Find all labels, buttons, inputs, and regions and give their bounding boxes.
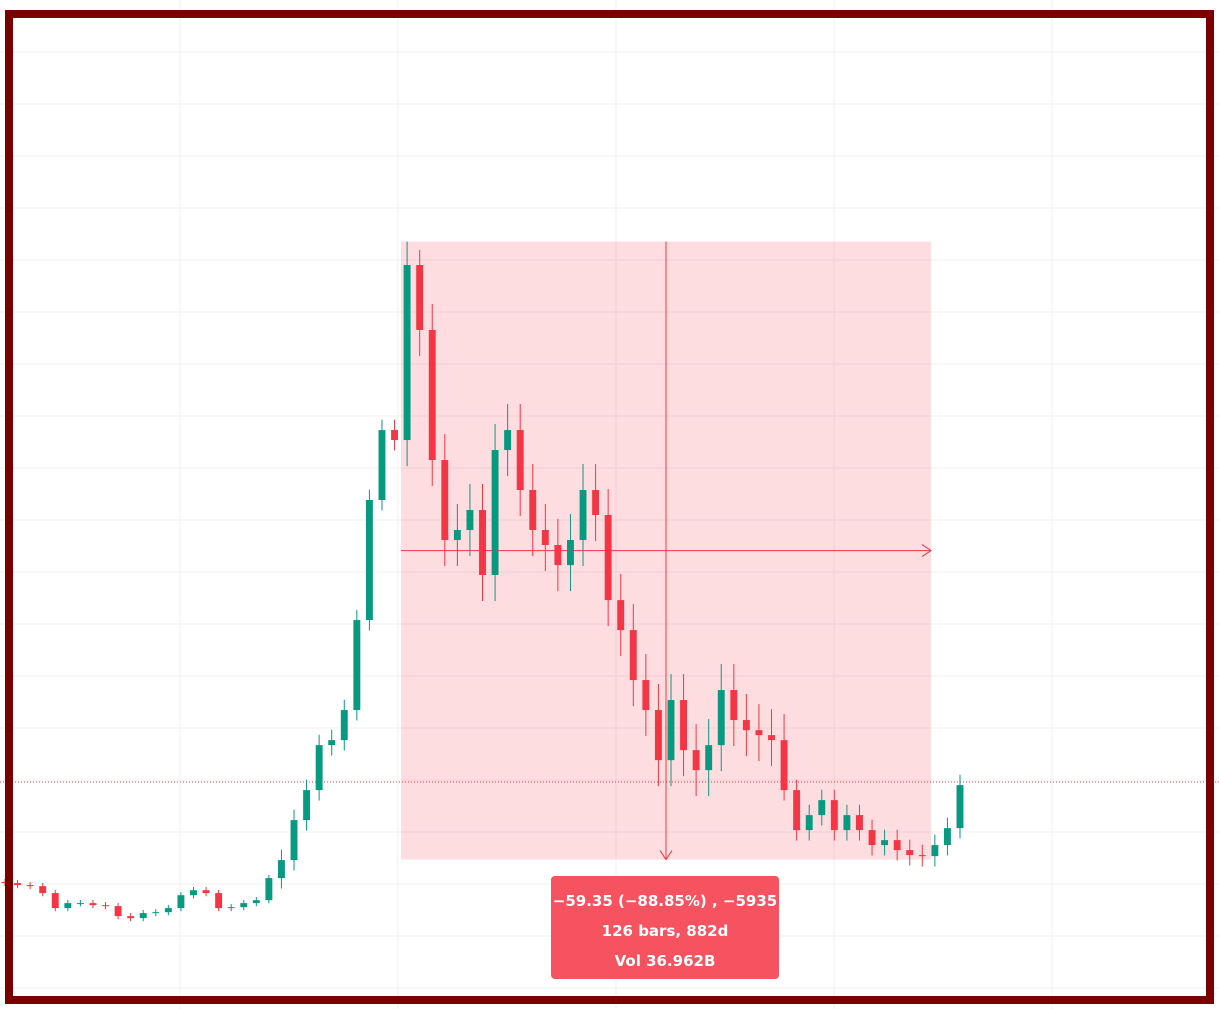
candle-body bbox=[64, 903, 72, 909]
candle-body bbox=[529, 490, 537, 531]
measure-v-arrow bbox=[659, 850, 673, 861]
candle-body bbox=[328, 740, 336, 746]
candle-body bbox=[190, 890, 197, 896]
candle-body bbox=[479, 510, 486, 575]
candle-body bbox=[579, 490, 587, 541]
measure-volume: Vol 36.962B bbox=[614, 952, 716, 970]
candle-body bbox=[202, 890, 210, 894]
candle-body bbox=[717, 690, 725, 746]
candle-body bbox=[14, 883, 22, 886]
candle-body bbox=[856, 815, 863, 831]
candle-body bbox=[215, 893, 223, 909]
candle-body bbox=[705, 745, 713, 771]
candle-body bbox=[127, 916, 135, 919]
measure-tooltip: −59.35 (−88.85%) , −5935 126 bars, 882d … bbox=[551, 876, 779, 979]
candle-body bbox=[818, 800, 826, 816]
candle-body bbox=[39, 886, 47, 894]
candle-body bbox=[730, 690, 738, 721]
candle-body bbox=[768, 735, 775, 741]
candle-body bbox=[252, 900, 260, 904]
candle-body bbox=[554, 545, 562, 566]
measure-h-arrow bbox=[921, 544, 932, 557]
candle-body bbox=[76, 903, 84, 905]
candle-body bbox=[102, 905, 109, 907]
candle-body bbox=[830, 800, 838, 831]
candle-body bbox=[805, 815, 813, 831]
candle-body bbox=[177, 895, 185, 909]
candle-body bbox=[403, 265, 411, 441]
candle-body bbox=[114, 906, 122, 917]
candle-body bbox=[466, 510, 474, 531]
candle-body bbox=[654, 710, 662, 761]
candle-body bbox=[26, 885, 34, 887]
candle-body bbox=[240, 903, 248, 908]
candle-body bbox=[943, 828, 951, 846]
candle-body bbox=[340, 710, 348, 741]
candle-body bbox=[793, 790, 801, 831]
candle-body bbox=[365, 500, 373, 621]
candle-body bbox=[89, 903, 97, 906]
candle-body bbox=[453, 530, 461, 541]
frame bbox=[5, 10, 1214, 1004]
candle-body bbox=[227, 907, 235, 909]
candle-body bbox=[51, 893, 59, 909]
candle-body bbox=[868, 830, 876, 846]
candle-body bbox=[152, 912, 160, 914]
candle-body bbox=[680, 700, 688, 751]
candle-body bbox=[692, 750, 700, 771]
measure-bars: 126 bars, 882d bbox=[601, 922, 729, 940]
candle-body bbox=[441, 460, 449, 541]
candle-body bbox=[277, 860, 285, 879]
candle-body bbox=[881, 840, 889, 846]
candle-body bbox=[541, 530, 549, 546]
candle-body bbox=[642, 680, 650, 711]
candle-body bbox=[617, 600, 625, 631]
candle-body bbox=[290, 820, 298, 861]
measure-change: −59.35 (−88.85%) , −5935 bbox=[552, 892, 778, 910]
candle-body bbox=[592, 490, 600, 516]
candle-body bbox=[391, 430, 398, 441]
candle-body bbox=[516, 430, 524, 491]
candle-body bbox=[906, 850, 914, 856]
candle-body bbox=[918, 855, 926, 857]
candle-body bbox=[755, 730, 763, 736]
candle-body bbox=[303, 790, 311, 821]
candle-body bbox=[353, 620, 361, 711]
candle-body bbox=[667, 700, 675, 761]
candle-body bbox=[931, 845, 939, 857]
candle-body bbox=[378, 430, 386, 501]
candle-body bbox=[893, 840, 901, 851]
candle-body bbox=[315, 745, 323, 791]
candle-body bbox=[416, 265, 424, 330]
candle-body bbox=[491, 450, 499, 575]
candle-body bbox=[139, 913, 147, 919]
candle-body bbox=[956, 785, 964, 829]
candle-body bbox=[843, 815, 851, 831]
candle-body bbox=[742, 720, 750, 731]
candle-body bbox=[780, 740, 788, 791]
candle-body bbox=[504, 430, 512, 451]
candle-body bbox=[604, 515, 612, 601]
candle-body bbox=[265, 878, 273, 901]
candle-body bbox=[567, 540, 574, 566]
candle-body bbox=[629, 630, 637, 681]
candle-body bbox=[164, 908, 172, 913]
candle-body bbox=[428, 329, 436, 461]
